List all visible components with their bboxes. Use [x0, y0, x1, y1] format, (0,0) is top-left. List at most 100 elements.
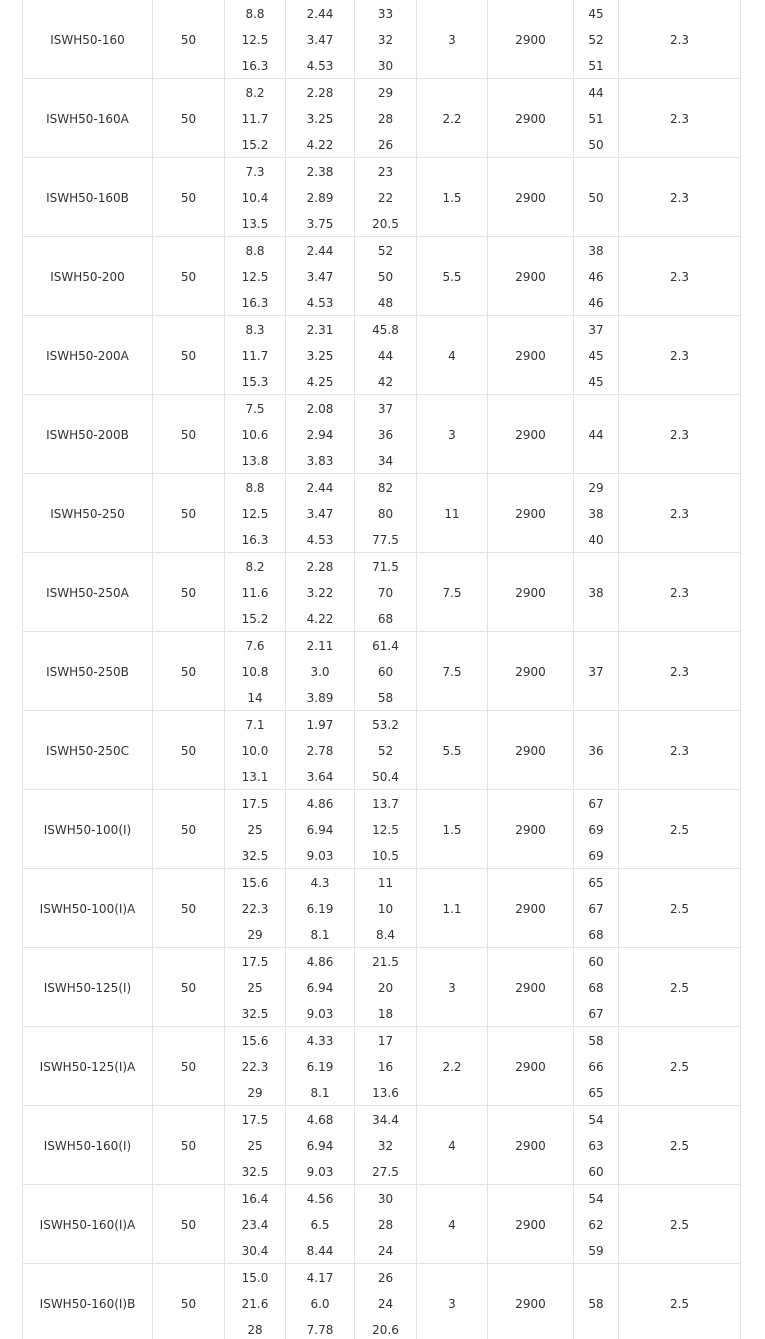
- flow-ls-cell: 4.86 6.94 9.03: [286, 948, 355, 1027]
- flow-ls: 6.0: [310, 1297, 330, 1311]
- flow-m3h-cell: 15.6 22.3 29: [225, 1027, 286, 1106]
- diameter-cell: 50: [153, 553, 225, 632]
- speed-cell: 2900: [488, 790, 574, 869]
- model: ISWH50-160(I)A: [39, 1218, 136, 1232]
- efficiency: 52: [588, 33, 604, 47]
- head-cell: 53.2 52 50.4: [355, 711, 417, 790]
- head: 80: [377, 507, 394, 521]
- power-cell: 3: [417, 0, 488, 79]
- head: 37: [377, 402, 394, 416]
- flow-m3h: 8.3: [245, 323, 265, 337]
- power-cell: 11: [417, 474, 488, 553]
- diameter-cell: 50: [153, 395, 225, 474]
- head: 61.4: [372, 639, 399, 653]
- model-cell: ISWH50-100(I): [22, 790, 153, 869]
- head: 11: [377, 876, 394, 890]
- flow-m3h: 16.3: [241, 59, 269, 73]
- head: 50.4: [372, 770, 399, 784]
- head: 10: [377, 902, 394, 916]
- npsh: 2.3: [669, 665, 690, 679]
- npsh-cell: 2.5: [619, 1106, 741, 1185]
- power: 5.5: [442, 744, 462, 758]
- flow-m3h: 7.5: [245, 402, 265, 416]
- model: ISWH50-100(I): [43, 823, 132, 837]
- power: 11: [444, 507, 460, 521]
- flow-ls: 8.44: [306, 1244, 334, 1258]
- flow-ls: 1.97: [306, 718, 334, 732]
- model-cell: ISWH50-160(I): [22, 1106, 153, 1185]
- flow-ls-cell: 1.97 2.78 3.64: [286, 711, 355, 790]
- diameter-cell: 50: [153, 790, 225, 869]
- flow-ls-cell: 2.28 3.25 4.22: [286, 79, 355, 158]
- efficiency: 69: [588, 823, 604, 837]
- speed-cell: 2900: [488, 395, 574, 474]
- efficiency-cell: 65 67 68: [574, 869, 619, 948]
- flow-ls: 3.22: [306, 586, 334, 600]
- power: 3: [448, 428, 456, 442]
- efficiency: 67: [588, 1007, 604, 1021]
- speed: 2900: [515, 1139, 546, 1153]
- diameter: 50: [180, 112, 197, 126]
- flow-ls: 3.47: [306, 270, 334, 284]
- flow-m3h: 29: [247, 1086, 263, 1100]
- power-cell: 1.5: [417, 790, 488, 869]
- diameter: 50: [180, 33, 197, 47]
- efficiency: 63: [588, 1139, 604, 1153]
- flow-ls: 3.0: [310, 665, 330, 679]
- diameter: 50: [180, 270, 197, 284]
- npsh-cell: 2.3: [619, 237, 741, 316]
- flow-m3h: 12.5: [241, 33, 269, 47]
- efficiency-cell: 58: [574, 1264, 619, 1339]
- efficiency: 45: [588, 7, 604, 21]
- power: 7.5: [442, 586, 462, 600]
- efficiency: 60: [588, 1165, 604, 1179]
- head-cell: 30 28 24: [355, 1185, 417, 1264]
- flow-ls-cell: 4.3 6.19 8.1: [286, 869, 355, 948]
- speed: 2900: [515, 191, 546, 205]
- diameter-cell: 50: [153, 1027, 225, 1106]
- head: 82: [377, 481, 394, 495]
- flow-m3h: 8.2: [245, 86, 265, 100]
- head: 28: [377, 1218, 394, 1232]
- efficiency: 37: [588, 323, 604, 337]
- diameter-cell: 50: [153, 79, 225, 158]
- power-cell: 1.5: [417, 158, 488, 237]
- flow-ls: 2.08: [306, 402, 334, 416]
- power-cell: 7.5: [417, 632, 488, 711]
- speed-cell: 2900: [488, 1027, 574, 1106]
- speed-cell: 2900: [488, 869, 574, 948]
- power-cell: 5.5: [417, 237, 488, 316]
- npsh-cell: 2.5: [619, 790, 741, 869]
- flow-m3h: 11.7: [241, 112, 269, 126]
- efficiency-cell: 54 62 59: [574, 1185, 619, 1264]
- diameter-cell: 50: [153, 869, 225, 948]
- npsh-cell: 2.3: [619, 158, 741, 237]
- npsh: 2.3: [669, 507, 690, 521]
- head: 58: [377, 691, 394, 705]
- diameter: 50: [180, 349, 197, 363]
- efficiency: 44: [588, 428, 604, 442]
- head: 45.8: [372, 323, 399, 337]
- npsh: 2.3: [669, 33, 690, 47]
- power: 4: [448, 349, 456, 363]
- speed-cell: 2900: [488, 0, 574, 79]
- efficiency: 50: [588, 191, 604, 205]
- efficiency-cell: 45 52 51: [574, 0, 619, 79]
- power: 4: [448, 1218, 456, 1232]
- flow-ls: 9.03: [306, 1165, 334, 1179]
- npsh-cell: 2.3: [619, 553, 741, 632]
- head: 24: [377, 1297, 394, 1311]
- head: 68: [377, 612, 394, 626]
- power: 2.2: [442, 112, 462, 126]
- diameter-cell: 50: [153, 474, 225, 553]
- power-cell: 2.2: [417, 1027, 488, 1106]
- head: 30: [377, 59, 394, 73]
- efficiency: 37: [588, 665, 604, 679]
- npsh-cell: 2.3: [619, 0, 741, 79]
- speed-cell: 2900: [488, 237, 574, 316]
- npsh: 2.5: [669, 981, 690, 995]
- speed-cell: 2900: [488, 711, 574, 790]
- power: 4: [448, 1139, 456, 1153]
- diameter-cell: 50: [153, 316, 225, 395]
